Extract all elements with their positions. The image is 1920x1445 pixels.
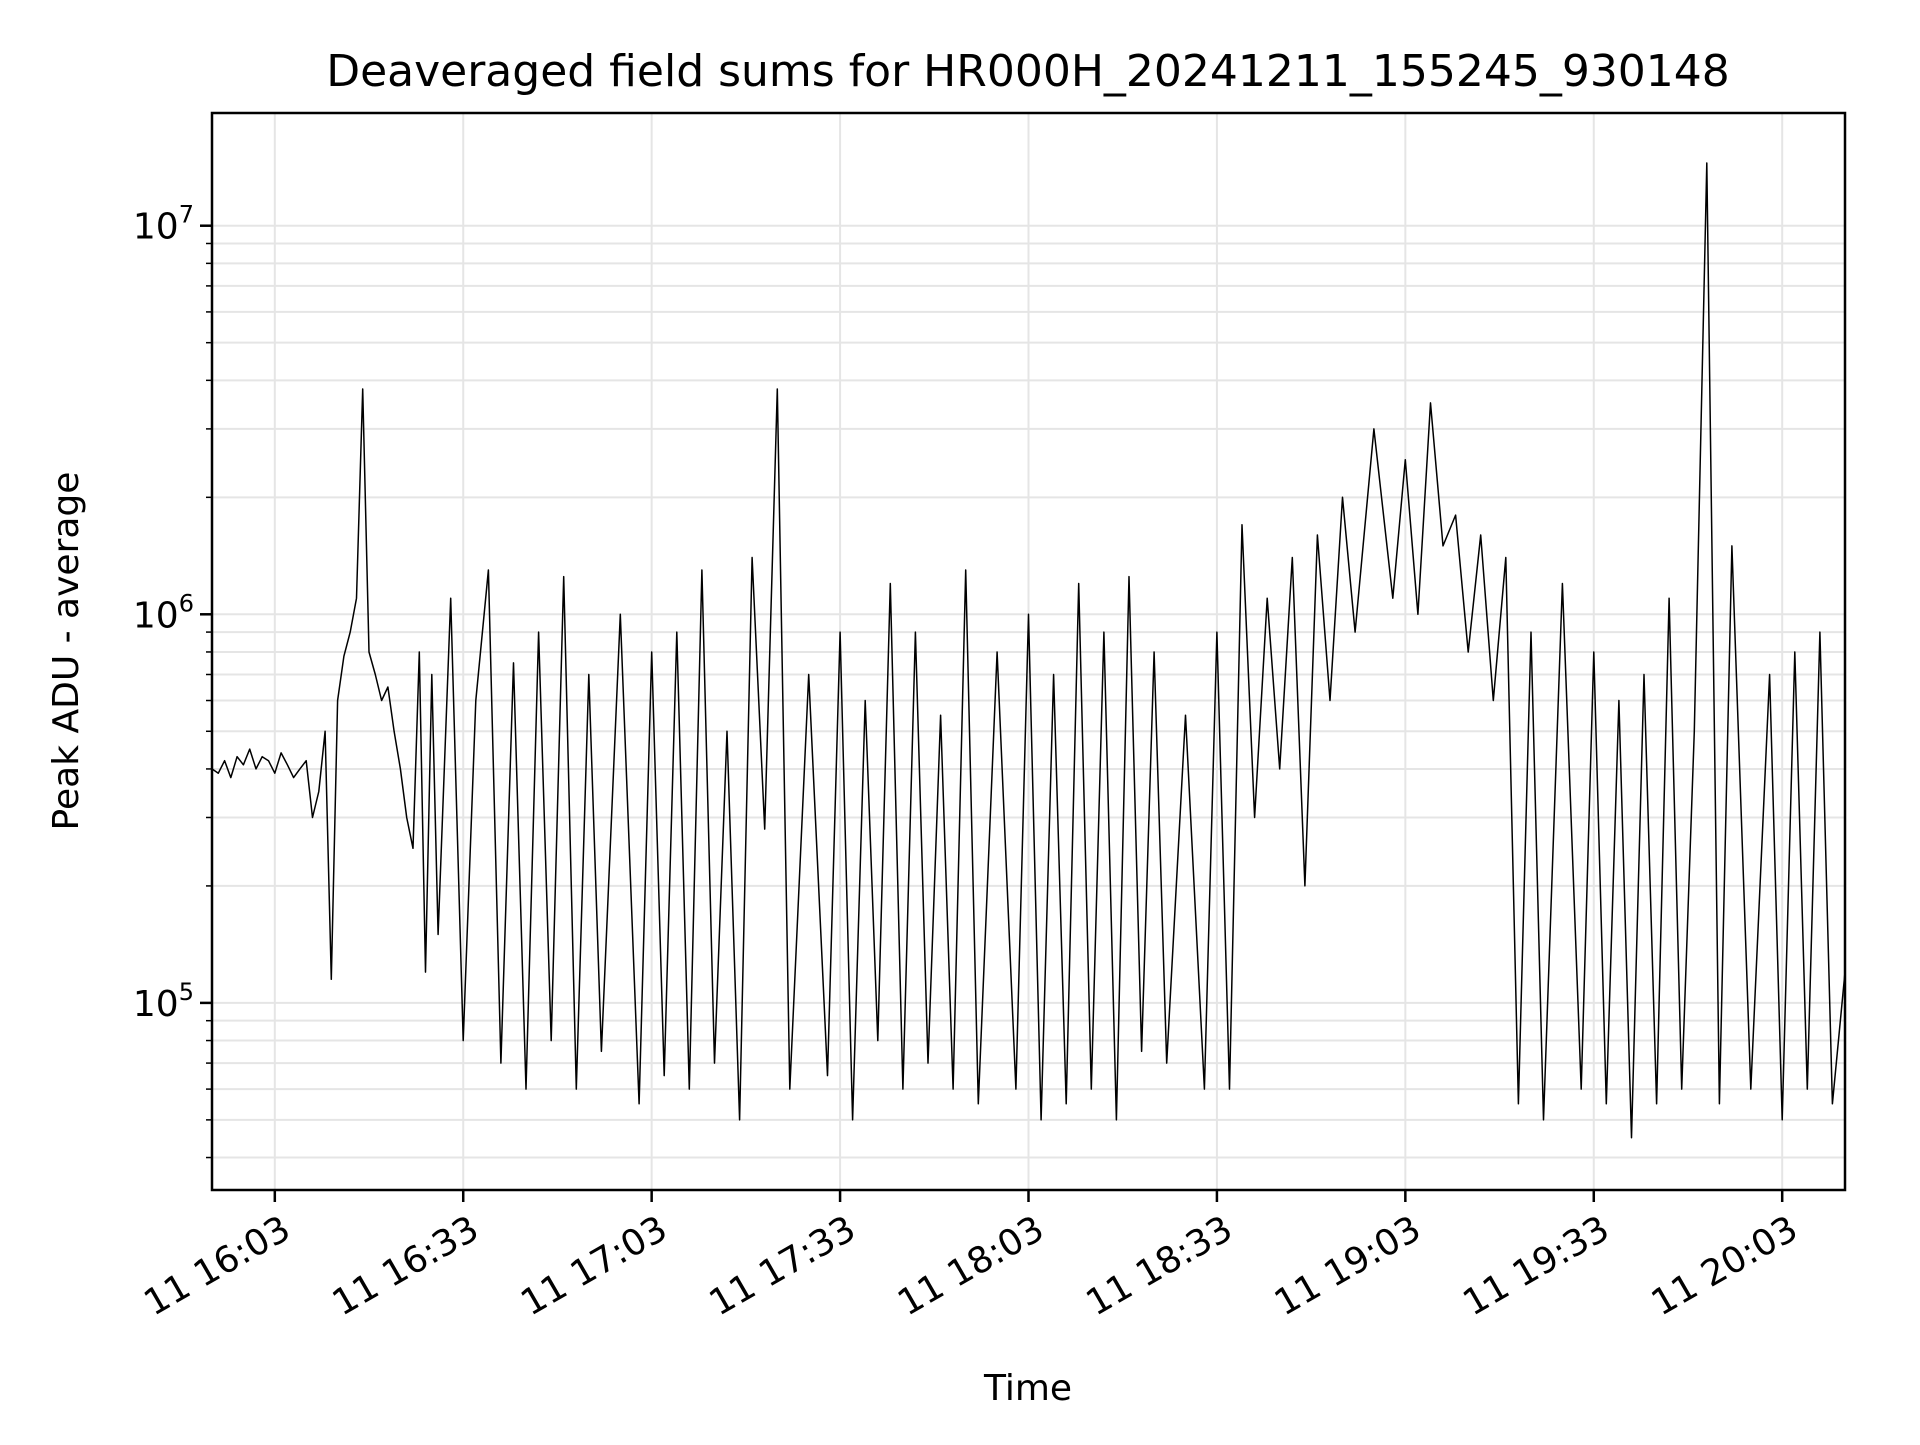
grid-lines	[212, 113, 1845, 1190]
y-tick-label: 107	[133, 201, 194, 248]
y-tick-label: 105	[133, 978, 194, 1025]
y-axis-label: Peak ADU - average	[46, 472, 87, 831]
y-tick-label: 106	[133, 589, 194, 636]
chart-title: Deaveraged field sums for HR000H_2024121…	[326, 46, 1730, 97]
y-tick-labels: 105 106 107	[133, 201, 194, 1025]
axis-ticks	[200, 224, 1784, 1202]
x-axis-label: Time	[983, 1368, 1072, 1409]
series-line	[211, 162, 1846, 1139]
